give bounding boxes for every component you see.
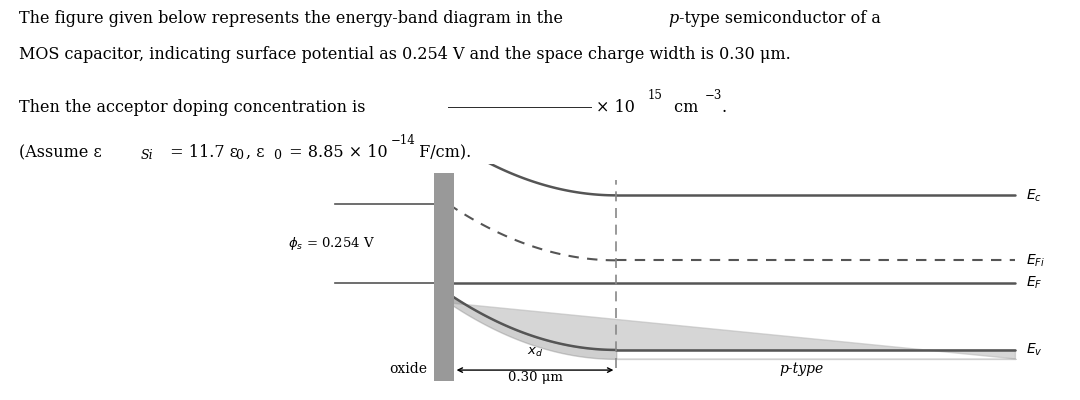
Text: Then the acceptor doping concentration is: Then the acceptor doping concentration i… (19, 99, 366, 116)
Text: 0: 0 (235, 149, 243, 162)
Text: −3: −3 (705, 89, 723, 102)
Text: cm: cm (669, 99, 698, 116)
Text: p-type: p-type (780, 362, 824, 376)
Text: (Assume ε: (Assume ε (19, 144, 103, 161)
Text: oxide: oxide (390, 362, 428, 376)
Text: Si: Si (140, 149, 153, 162)
Text: = 8.85 × 10: = 8.85 × 10 (284, 144, 388, 161)
Text: $E_c$: $E_c$ (1026, 187, 1042, 204)
Text: .: . (721, 99, 727, 116)
Text: $E_{Fi}$: $E_{Fi}$ (1026, 252, 1045, 268)
Text: 0: 0 (273, 149, 281, 162)
Text: $\phi_s$ = 0.254 V: $\phi_s$ = 0.254 V (288, 235, 376, 252)
Text: −14: −14 (391, 134, 416, 146)
Text: ―――――――――: ――――――――― (448, 99, 592, 116)
Text: -type semiconductor of a: -type semiconductor of a (679, 10, 881, 27)
Text: $E_v$: $E_v$ (1026, 342, 1043, 358)
Text: 15: 15 (648, 89, 663, 102)
Text: 0.30 μm: 0.30 μm (508, 371, 563, 384)
Polygon shape (449, 294, 1015, 359)
Text: × 10: × 10 (596, 99, 635, 116)
Text: $x_d$: $x_d$ (527, 346, 543, 359)
Text: , ε: , ε (246, 144, 265, 161)
Text: = 11.7 ε: = 11.7 ε (165, 144, 239, 161)
Text: The figure given below represents the energy-band diagram in the: The figure given below represents the en… (19, 10, 568, 27)
Text: MOS capacitor, indicating surface potential as 0.254 V and the space charge widt: MOS capacitor, indicating surface potent… (19, 46, 792, 63)
Text: p: p (669, 10, 678, 27)
Text: $E_F$: $E_F$ (1026, 274, 1042, 291)
Bar (434, 173, 454, 381)
Text: F/cm).: F/cm). (414, 144, 471, 161)
